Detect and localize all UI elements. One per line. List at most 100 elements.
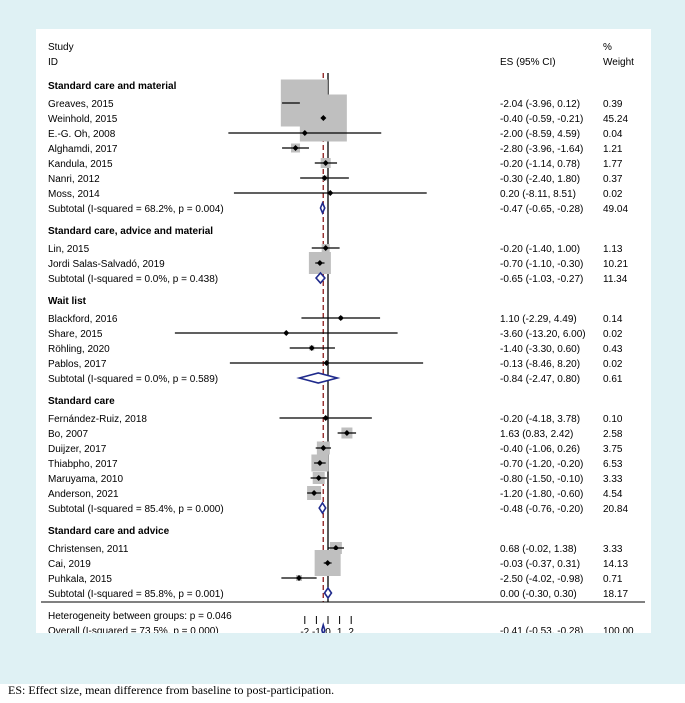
group-title: Standard care and material: [48, 81, 177, 92]
study-label: E.-G. Oh, 2008: [48, 129, 116, 140]
subtotal-label: Subtotal (I-squared = 85.4%, p = 0.000): [48, 504, 224, 515]
study-point: [301, 130, 308, 136]
subtotal-ci: -0.65 (-1.03, -0.27): [500, 274, 583, 285]
subtotal-diamond: [314, 271, 326, 285]
study-point: [324, 560, 331, 566]
study-point: [337, 315, 344, 321]
header-id: ID: [48, 57, 58, 68]
study-point: [316, 260, 323, 266]
study-point: [323, 360, 330, 366]
study-ci: -2.00 (-8.59, 4.59): [500, 129, 580, 140]
study-ci: 0.68 (-0.02, 1.38): [500, 544, 577, 555]
overall-label: Overall (I-squared = 73.5%, p = 0.000): [48, 626, 219, 633]
x-tick-label: 0: [325, 627, 331, 633]
subtotal-weight: 20.84: [603, 504, 628, 515]
study-ci: -0.03 (-0.37, 0.31): [500, 559, 580, 570]
study-label: Share, 2015: [48, 329, 103, 340]
study-label: Moss, 2014: [48, 189, 100, 200]
study-weight: 2.58: [603, 429, 623, 440]
heterogeneity-label: Heterogeneity between groups: p = 0.046: [48, 611, 232, 622]
study-point: [332, 545, 339, 551]
group-title: Standard care: [48, 396, 115, 407]
subtotal-weight: 0.61: [603, 374, 623, 385]
header-es: ES (95% CI): [500, 57, 556, 68]
subtotal-ci: -0.48 (-0.76, -0.20): [500, 504, 583, 515]
study-ci: 1.63 (0.83, 2.42): [500, 429, 573, 440]
study-ci: -0.20 (-1.14, 0.78): [500, 159, 580, 170]
study-weight: 45.24: [603, 114, 628, 125]
study-ci: -0.13 (-8.46, 8.20): [500, 359, 580, 370]
overall-ci: -0.41 (-0.53, -0.28): [500, 626, 583, 633]
header-weight: Weight: [603, 57, 634, 68]
header-study: Study: [48, 42, 74, 53]
study-weight: 3.33: [603, 544, 623, 555]
study-ci: -0.20 (-1.40, 1.00): [500, 244, 580, 255]
study-weight: 10.21: [603, 259, 628, 270]
study-weight: 1.21: [603, 144, 623, 155]
study-ci: -1.40 (-3.30, 0.60): [500, 344, 580, 355]
study-weight: 6.53: [603, 459, 623, 470]
study-weight: 3.75: [603, 444, 623, 455]
study-label: Blackford, 2016: [48, 314, 118, 325]
subtotal-label: Subtotal (I-squared = 0.0%, p = 0.589): [48, 374, 218, 385]
study-weight: 3.33: [603, 474, 623, 485]
study-label: Kandula, 2015: [48, 159, 113, 170]
study-ci: 0.20 (-8.11, 8.51): [500, 189, 576, 200]
study-weight: 0.02: [603, 329, 623, 340]
subtotal-weight: 11.34: [603, 274, 628, 285]
x-tick-label: -2: [300, 627, 309, 633]
study-point: [327, 190, 334, 196]
study-label: Nanri, 2012: [48, 174, 100, 185]
study-weight: 14.13: [603, 559, 628, 570]
subtotal-label: Subtotal (I-squared = 85.8%, p = 0.001): [48, 589, 224, 600]
study-point: [321, 175, 328, 181]
study-point: [283, 330, 290, 336]
study-label: Christensen, 2011: [48, 544, 129, 555]
study-point: [322, 415, 329, 421]
figure-caption: ES: Effect size, mean difference from ba…: [8, 683, 335, 697]
study-weight: 1.77: [603, 159, 623, 170]
study-label: Bo, 2007: [48, 429, 88, 440]
study-weight: 0.02: [603, 359, 623, 370]
study-label: Maruyama, 2010: [48, 474, 123, 485]
study-point: [320, 445, 327, 451]
study-weight: 0.39: [603, 99, 623, 110]
reference-lines: [322, 73, 329, 602]
subtotal-ci: -0.84 (-2.47, 0.80): [500, 374, 580, 385]
study-ci: -2.50 (-4.02, -0.98): [500, 574, 583, 585]
study-label: Lin, 2015: [48, 244, 90, 255]
study-label: Puhkala, 2015: [48, 574, 112, 585]
study-point: [292, 145, 299, 151]
x-tick-label: 2: [348, 627, 354, 633]
study-ci: -0.70 (-1.20, -0.20): [500, 459, 583, 470]
study-label: Greaves, 2015: [48, 99, 114, 110]
study-point: [315, 475, 322, 481]
subtotal-ci: -0.47 (-0.65, -0.28): [500, 204, 583, 215]
forest-plot-svg: Study ID ES (95% CI) % Weight Standard c…: [41, 42, 645, 633]
study-weight: 0.37: [603, 174, 623, 185]
subtotal-weight: 49.04: [603, 204, 628, 215]
study-ci: -3.60 (-13.20, 6.00): [500, 329, 586, 340]
study-point: [311, 490, 318, 496]
study-ci: -0.20 (-4.18, 3.78): [500, 414, 580, 425]
subtotal-diamond: [318, 501, 327, 515]
study-ci: -0.40 (-1.06, 0.26): [500, 444, 580, 455]
overall-diamond: [321, 622, 326, 633]
group-title: Standard care and advice: [48, 526, 170, 537]
study-point: [322, 160, 329, 166]
study-label: Weinhold, 2015: [48, 114, 118, 125]
study-ci: -2.80 (-3.96, -1.64): [500, 144, 583, 155]
subtotal-weight: 18.17: [603, 589, 628, 600]
study-ci: -0.40 (-0.59, -0.21): [500, 114, 583, 125]
x-tick-label: 1: [337, 627, 343, 633]
study-weight: 0.02: [603, 189, 623, 200]
study-point: [343, 430, 350, 436]
study-label: Thiabpho, 2017: [48, 459, 118, 470]
study-label: Anderson, 2021: [48, 489, 119, 500]
study-point: [320, 115, 327, 121]
study-label: Cai, 2019: [48, 559, 91, 570]
subtotal-label: Subtotal (I-squared = 68.2%, p = 0.004): [48, 204, 224, 215]
study-weight: 0.10: [603, 414, 623, 425]
study-ci: -0.80 (-1.50, -0.10): [500, 474, 583, 485]
study-ci: -1.20 (-1.80, -0.60): [500, 489, 583, 500]
